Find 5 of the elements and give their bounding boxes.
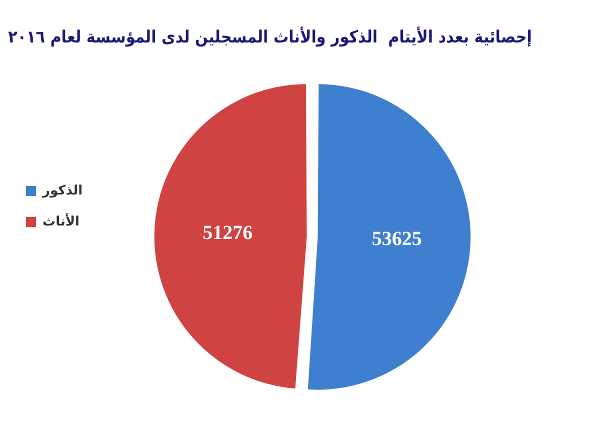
legend-label: الأناث [42, 212, 80, 230]
data-label: 53625 [372, 228, 422, 250]
legend-label: الذكور [42, 183, 83, 198]
data-label: 51276 [202, 222, 253, 244]
chart-title: إحصائية بعدد الأيتام الذكور والأناث المسجلين لدى المؤسسة لعام ٢٠١٦ [8, 26, 532, 47]
